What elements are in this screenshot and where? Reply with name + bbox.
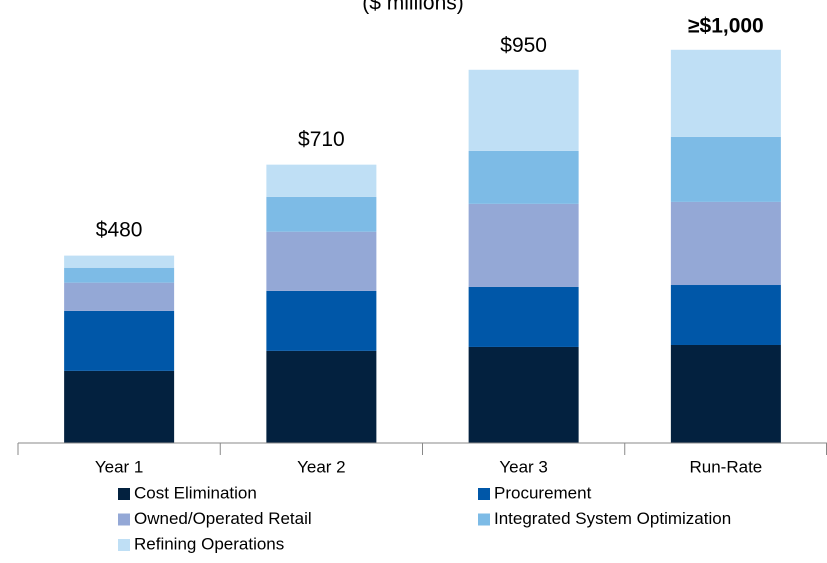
- chart-subtitle: ($ millions): [362, 0, 464, 15]
- total-label: ≥$1,000: [688, 15, 764, 38]
- x-tick-label: Year 2: [297, 457, 346, 476]
- bar-segment: [670, 285, 781, 345]
- bar-segment: [64, 255, 175, 268]
- bar-segment: [468, 346, 579, 443]
- x-tick-label: Year 1: [95, 457, 144, 476]
- legend-swatch: [478, 488, 490, 500]
- bar-segment: [670, 201, 781, 286]
- bar-segment: [670, 49, 781, 137]
- x-tick-label: Year 3: [499, 457, 548, 476]
- x-tick-label: Run-Rate: [689, 457, 762, 476]
- bar-segment: [266, 290, 377, 351]
- bar-segment: [670, 344, 781, 443]
- bar-segment: [266, 231, 377, 291]
- bar-segment: [468, 286, 579, 347]
- legend-label: Owned/Operated Retail: [134, 509, 312, 528]
- bar-segment: [64, 282, 175, 311]
- bar-segment: [266, 350, 377, 443]
- total-label: $950: [500, 34, 547, 57]
- bar-segment: [64, 310, 175, 371]
- total-label: $710: [298, 128, 345, 151]
- bar-segment: [670, 136, 781, 202]
- bar-segment: [468, 69, 579, 151]
- legend-label: Cost Elimination: [134, 483, 257, 502]
- bar-segment: [64, 370, 175, 443]
- legend-label: Refining Operations: [134, 534, 284, 553]
- bar-segment: [468, 203, 579, 287]
- legend-swatch: [118, 513, 130, 526]
- legend-swatch: [118, 488, 130, 500]
- legend-swatch: [118, 539, 130, 551]
- bar-segment: [64, 267, 175, 283]
- legend-swatch: [478, 513, 490, 526]
- bar-segment: [468, 150, 579, 204]
- bar-segment: [266, 196, 377, 232]
- total-label: $480: [96, 218, 143, 241]
- legend-label: Integrated System Optimization: [494, 509, 731, 528]
- bar-segment: [266, 164, 377, 197]
- legend-label: Procurement: [494, 483, 592, 502]
